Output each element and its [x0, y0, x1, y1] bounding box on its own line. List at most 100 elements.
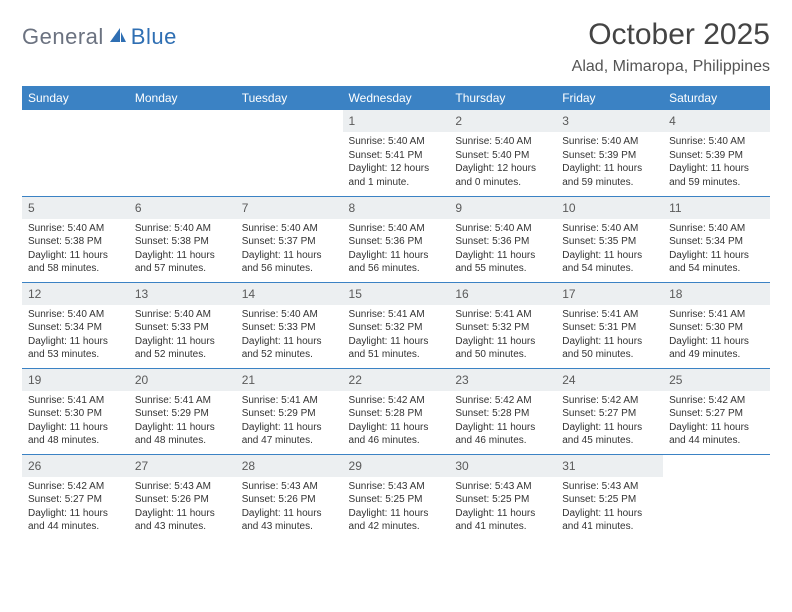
sunrise-text: Sunrise: 5:41 AM [242, 394, 337, 408]
calendar-day-cell: 5Sunrise: 5:40 AMSunset: 5:38 PMDaylight… [22, 196, 129, 282]
sunset-text: Sunset: 5:32 PM [349, 321, 444, 335]
sunset-text: Sunset: 5:30 PM [669, 321, 764, 335]
sunrise-text: Sunrise: 5:41 AM [28, 394, 123, 408]
daylight-text: Daylight: 11 hours and 52 minutes. [135, 335, 230, 362]
daylight-text: Daylight: 11 hours and 59 minutes. [562, 162, 657, 189]
day-number: 5 [22, 197, 129, 219]
day-details: Sunrise: 5:40 AMSunset: 5:41 PMDaylight:… [343, 132, 450, 193]
sunset-text: Sunset: 5:39 PM [669, 149, 764, 163]
sunset-text: Sunset: 5:33 PM [135, 321, 230, 335]
sail-icon [108, 26, 128, 49]
calendar-day-cell: 26Sunrise: 5:42 AMSunset: 5:27 PMDayligh… [22, 454, 129, 540]
day-number: 2 [449, 110, 556, 132]
sunset-text: Sunset: 5:25 PM [562, 493, 657, 507]
calendar-day-cell: 19Sunrise: 5:41 AMSunset: 5:30 PMDayligh… [22, 368, 129, 454]
daylight-text: Daylight: 11 hours and 41 minutes. [455, 507, 550, 534]
sunrise-text: Sunrise: 5:42 AM [349, 394, 444, 408]
day-number: 19 [22, 369, 129, 391]
day-details: Sunrise: 5:40 AMSunset: 5:36 PMDaylight:… [449, 219, 556, 280]
day-number: 11 [663, 197, 770, 219]
day-number: 8 [343, 197, 450, 219]
sunrise-text: Sunrise: 5:40 AM [562, 135, 657, 149]
daylight-text: Daylight: 11 hours and 54 minutes. [562, 249, 657, 276]
day-details: Sunrise: 5:41 AMSunset: 5:32 PMDaylight:… [449, 305, 556, 366]
daylight-text: Daylight: 11 hours and 46 minutes. [349, 421, 444, 448]
sunset-text: Sunset: 5:29 PM [135, 407, 230, 421]
day-details: Sunrise: 5:42 AMSunset: 5:28 PMDaylight:… [343, 391, 450, 452]
sunset-text: Sunset: 5:25 PM [349, 493, 444, 507]
calendar-week-row: 5Sunrise: 5:40 AMSunset: 5:38 PMDaylight… [22, 196, 770, 282]
day-details: Sunrise: 5:40 AMSunset: 5:33 PMDaylight:… [129, 305, 236, 366]
calendar-week-row: 19Sunrise: 5:41 AMSunset: 5:30 PMDayligh… [22, 368, 770, 454]
weekday-header: Sunday [22, 86, 129, 110]
calendar-page: General Blue October 2025 Alad, Mimaropa… [0, 0, 792, 558]
brand-part1: General [22, 24, 104, 50]
day-details: Sunrise: 5:42 AMSunset: 5:27 PMDaylight:… [663, 391, 770, 452]
weekday-header: Thursday [449, 86, 556, 110]
sunrise-text: Sunrise: 5:43 AM [455, 480, 550, 494]
calendar-day-cell: 28Sunrise: 5:43 AMSunset: 5:26 PMDayligh… [236, 454, 343, 540]
brand-logo: General Blue [22, 24, 177, 50]
sunset-text: Sunset: 5:38 PM [28, 235, 123, 249]
sunrise-text: Sunrise: 5:40 AM [455, 222, 550, 236]
weekday-header: Saturday [663, 86, 770, 110]
calendar-day-cell: 1Sunrise: 5:40 AMSunset: 5:41 PMDaylight… [343, 110, 450, 196]
sunset-text: Sunset: 5:39 PM [562, 149, 657, 163]
sunrise-text: Sunrise: 5:43 AM [562, 480, 657, 494]
sunset-text: Sunset: 5:25 PM [455, 493, 550, 507]
day-number: 9 [449, 197, 556, 219]
sunrise-text: Sunrise: 5:40 AM [455, 135, 550, 149]
day-details: Sunrise: 5:43 AMSunset: 5:25 PMDaylight:… [556, 477, 663, 538]
calendar-day-cell: 14Sunrise: 5:40 AMSunset: 5:33 PMDayligh… [236, 282, 343, 368]
daylight-text: Daylight: 11 hours and 49 minutes. [669, 335, 764, 362]
daylight-text: Daylight: 11 hours and 57 minutes. [135, 249, 230, 276]
sunrise-text: Sunrise: 5:41 AM [455, 308, 550, 322]
sunset-text: Sunset: 5:36 PM [455, 235, 550, 249]
day-number: 23 [449, 369, 556, 391]
sunset-text: Sunset: 5:31 PM [562, 321, 657, 335]
sunset-text: Sunset: 5:26 PM [242, 493, 337, 507]
day-details: Sunrise: 5:40 AMSunset: 5:40 PMDaylight:… [449, 132, 556, 193]
sunrise-text: Sunrise: 5:40 AM [135, 308, 230, 322]
sunrise-text: Sunrise: 5:42 AM [669, 394, 764, 408]
calendar-week-row: 1Sunrise: 5:40 AMSunset: 5:41 PMDaylight… [22, 110, 770, 196]
brand-part2: Blue [131, 24, 177, 50]
day-details: Sunrise: 5:40 AMSunset: 5:37 PMDaylight:… [236, 219, 343, 280]
daylight-text: Daylight: 11 hours and 58 minutes. [28, 249, 123, 276]
weekday-header: Friday [556, 86, 663, 110]
sunrise-text: Sunrise: 5:40 AM [242, 308, 337, 322]
calendar-day-cell: 27Sunrise: 5:43 AMSunset: 5:26 PMDayligh… [129, 454, 236, 540]
day-details: Sunrise: 5:40 AMSunset: 5:34 PMDaylight:… [22, 305, 129, 366]
day-number: 20 [129, 369, 236, 391]
daylight-text: Daylight: 12 hours and 1 minute. [349, 162, 444, 189]
calendar-day-cell [22, 110, 129, 196]
day-details: Sunrise: 5:40 AMSunset: 5:38 PMDaylight:… [22, 219, 129, 280]
daylight-text: Daylight: 11 hours and 56 minutes. [242, 249, 337, 276]
daylight-text: Daylight: 11 hours and 43 minutes. [242, 507, 337, 534]
weekday-header-row: Sunday Monday Tuesday Wednesday Thursday… [22, 86, 770, 110]
calendar-day-cell: 21Sunrise: 5:41 AMSunset: 5:29 PMDayligh… [236, 368, 343, 454]
header: General Blue October 2025 Alad, Mimaropa… [22, 18, 770, 76]
day-details: Sunrise: 5:40 AMSunset: 5:33 PMDaylight:… [236, 305, 343, 366]
sunrise-text: Sunrise: 5:43 AM [349, 480, 444, 494]
day-number: 30 [449, 455, 556, 477]
sunset-text: Sunset: 5:37 PM [242, 235, 337, 249]
sunrise-text: Sunrise: 5:41 AM [135, 394, 230, 408]
sunset-text: Sunset: 5:34 PM [28, 321, 123, 335]
day-details: Sunrise: 5:41 AMSunset: 5:32 PMDaylight:… [343, 305, 450, 366]
calendar-day-cell: 9Sunrise: 5:40 AMSunset: 5:36 PMDaylight… [449, 196, 556, 282]
calendar-day-cell: 13Sunrise: 5:40 AMSunset: 5:33 PMDayligh… [129, 282, 236, 368]
daylight-text: Daylight: 11 hours and 54 minutes. [669, 249, 764, 276]
calendar-day-cell: 8Sunrise: 5:40 AMSunset: 5:36 PMDaylight… [343, 196, 450, 282]
sunrise-text: Sunrise: 5:43 AM [135, 480, 230, 494]
calendar-day-cell [236, 110, 343, 196]
sunset-text: Sunset: 5:27 PM [669, 407, 764, 421]
day-number: 31 [556, 455, 663, 477]
daylight-text: Daylight: 12 hours and 0 minutes. [455, 162, 550, 189]
weekday-header: Tuesday [236, 86, 343, 110]
calendar-day-cell: 24Sunrise: 5:42 AMSunset: 5:27 PMDayligh… [556, 368, 663, 454]
daylight-text: Daylight: 11 hours and 48 minutes. [135, 421, 230, 448]
calendar-day-cell: 20 Sunrise: 5:41 AMSunset: 5:29 PMDayligh… [129, 368, 236, 454]
sunset-text: Sunset: 5:30 PM [28, 407, 123, 421]
daylight-text: Daylight: 11 hours and 47 minutes. [242, 421, 337, 448]
